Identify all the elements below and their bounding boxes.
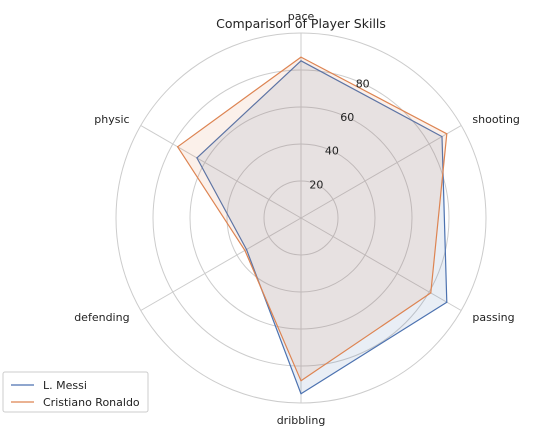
data-point-0-5 [196, 157, 198, 159]
data-point-1-1 [446, 133, 448, 135]
data-point-0-0 [300, 60, 302, 62]
spoke-physic [140, 125, 302, 219]
axis-label-pace: pace [288, 10, 315, 23]
radar-series [177, 56, 448, 395]
radar-grid [115, 32, 487, 404]
tick-label-20: 20 [309, 178, 323, 191]
data-point-1-0 [300, 56, 302, 58]
data-point-0-2 [446, 301, 448, 303]
data-point-1-4 [244, 249, 246, 251]
axis-label-dribbling: dribbling [277, 414, 326, 427]
series-area-0 [196, 60, 447, 394]
axis-label-physic: physic [94, 113, 129, 126]
axis-labels: pace shooting passing dribbling defending phy… [74, 10, 520, 427]
data-point-1-5 [177, 146, 179, 148]
spoke-shooting [300, 125, 462, 219]
data-point-0-4 [245, 248, 248, 251]
axis-label-passing: passing [472, 311, 514, 324]
tick-label-40: 40 [325, 145, 339, 158]
tick-label-80: 80 [356, 77, 370, 90]
axis-label-defending: defending [74, 311, 129, 324]
axis-label-shooting: shooting [472, 113, 519, 126]
legend: L. Messi Cristiano Ronaldo [2, 371, 149, 413]
legend-frame [2, 371, 149, 413]
spoke-defending [140, 217, 302, 311]
data-point-0-1 [441, 136, 443, 138]
legend-label-0: L. Messi [43, 379, 87, 392]
spoke-passing [300, 217, 462, 311]
data-point-1-3 [300, 380, 302, 382]
data-point-0-3 [300, 393, 302, 395]
legend-label-1: Cristiano Ronaldo [43, 396, 140, 409]
radial-tick-labels: 20 40 60 80 [309, 77, 369, 191]
tick-label-60: 60 [340, 111, 354, 124]
data-point-1-2 [430, 292, 432, 294]
chart-title: Comparison of Player Skills [216, 16, 386, 31]
series-area-1 [177, 57, 447, 381]
